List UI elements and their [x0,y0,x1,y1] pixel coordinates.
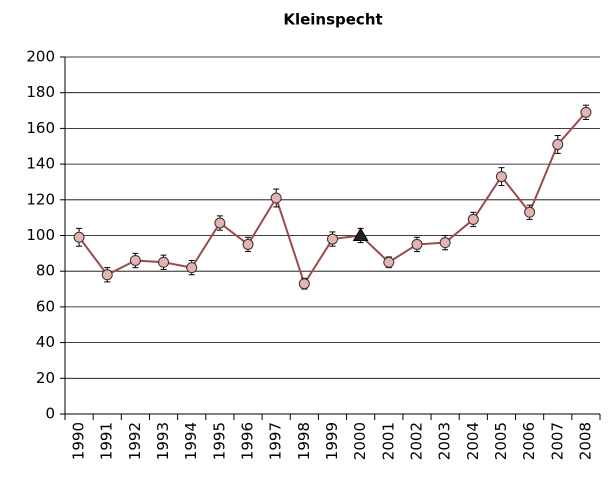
y-tick-label: 200 [26,48,55,66]
y-tick-label: 40 [36,333,55,351]
y-tick-label: 180 [26,83,55,101]
y-tick-label: 0 [45,405,55,423]
y-tick-label: 100 [26,226,55,244]
marker [186,262,198,274]
y-tick-label: 160 [26,119,55,137]
marker [524,206,536,218]
x-tick-label: 1991 [98,422,116,460]
marker [158,256,170,268]
x-tick-label: 2003 [436,422,454,460]
marker [439,237,451,249]
y-tick-label: 140 [26,155,55,173]
x-tick-label: 2001 [379,422,397,460]
marker [73,231,85,243]
marker [214,217,226,229]
x-tick-label: 2004 [464,422,482,460]
marker [352,227,369,241]
x-tick-label: 1999 [323,422,341,460]
marker [580,106,592,118]
marker [552,138,564,150]
series-line [78,111,587,287]
x-tick-label: 2007 [548,422,566,460]
marker [101,269,113,281]
x-tick-label: 2005 [492,422,510,460]
marker [129,254,141,266]
x-tick-label: 1992 [126,422,144,460]
x-tick-label: 2002 [407,422,425,460]
marker [383,256,395,268]
x-tick-label: 1997 [267,422,285,460]
marker [467,213,479,225]
y-tick-label: 60 [36,297,55,315]
x-tick-label: 1998 [295,422,313,460]
marker [270,192,282,204]
marker [242,238,254,250]
x-tick-label: 1995 [210,422,228,460]
marker [298,278,310,290]
x-tick-label: 1993 [154,422,172,460]
y-tick-label: 120 [26,190,55,208]
y-tick-label: 80 [36,262,55,280]
y-tick-label: 20 [36,369,55,387]
marker [411,238,423,250]
x-tick-label: 2006 [520,422,538,460]
x-tick-label: 1994 [182,422,200,460]
x-tick-label: 2000 [351,422,369,460]
marker [495,171,507,183]
x-tick-label: 2008 [576,422,594,460]
x-tick-label: 1996 [239,422,257,460]
chart-title: Kleinspecht [283,11,382,29]
x-tick-label: 1990 [70,422,88,460]
marker [327,233,338,245]
